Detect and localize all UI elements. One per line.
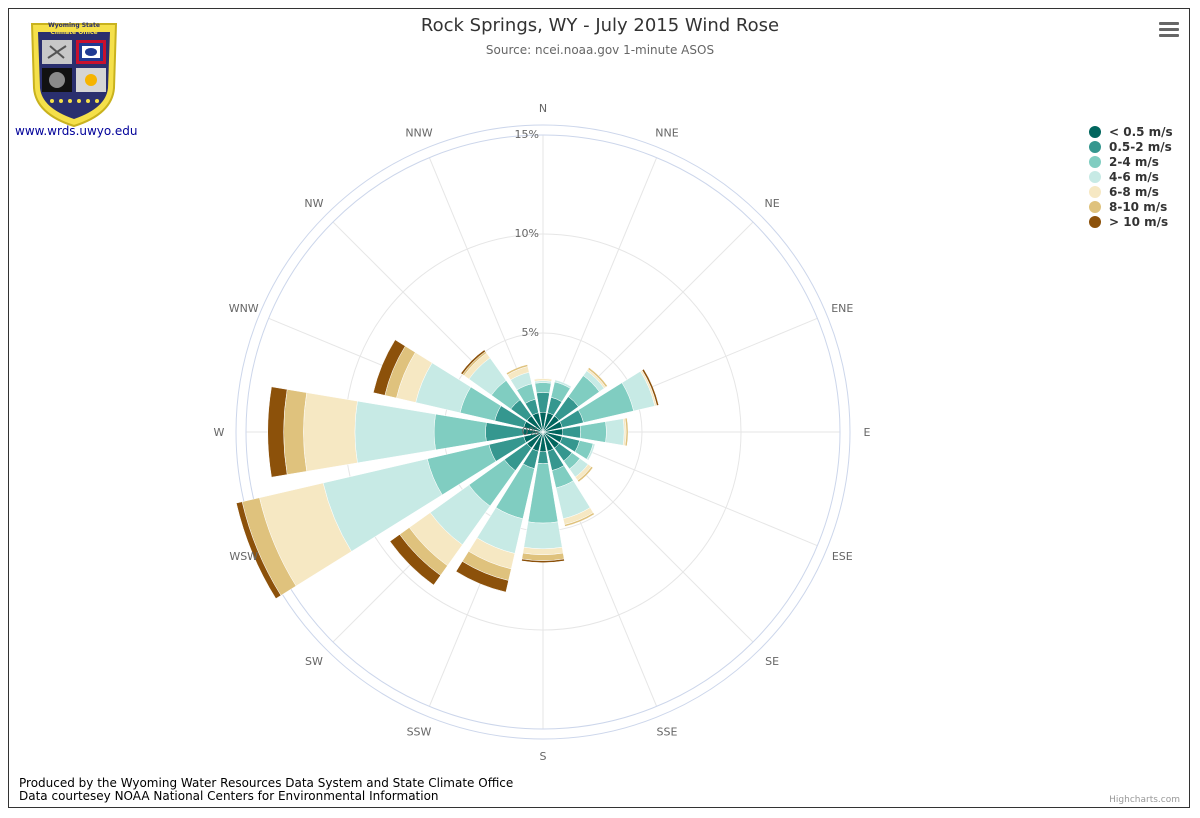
direction-label: N (539, 102, 547, 115)
bar-w-series-6[interactable] (267, 386, 288, 478)
legend-swatch (1089, 200, 1101, 213)
bar-e-series-5[interactable] (624, 417, 629, 447)
bar-s-series-6[interactable] (521, 558, 565, 563)
bar-nnw-series-5[interactable] (505, 364, 529, 376)
legend-item[interactable]: 4-6 m/s (1089, 169, 1173, 184)
direction-label: ENE (831, 302, 853, 315)
radial-tick-label: 10% (515, 227, 539, 240)
legend-item[interactable]: 6-8 m/s (1089, 184, 1173, 199)
bar-n-series-1[interactable] (536, 392, 550, 413)
legend-swatch (1089, 155, 1101, 168)
legend-label: 6-8 m/s (1109, 184, 1159, 199)
footer-line-2: Data courtesey NOAA National Centers for… (19, 789, 439, 803)
radial-tick-label: 15% (515, 128, 539, 141)
legend-label: 2-4 m/s (1109, 154, 1159, 169)
legend-item[interactable]: 0.5-2 m/s (1089, 139, 1173, 154)
legend-item[interactable]: > 10 m/s (1089, 214, 1173, 229)
direction-label: SSE (657, 725, 678, 738)
bar-ene-series-6[interactable] (641, 368, 660, 406)
direction-label: SSW (407, 725, 432, 738)
logo-line1: Wyoming State (48, 22, 100, 29)
bar-ne-series-5[interactable] (587, 367, 608, 388)
direction-label: W (214, 426, 225, 439)
chart-subtitle: Source: ncei.noaa.gov 1-minute ASOS (485, 43, 715, 57)
axis-labels: N NNE NE ENE E ESE SE SSE S SSW SW WSW W WNW NW NNW 0% 5%… (214, 102, 871, 763)
direction-label: E (864, 426, 871, 439)
direction-label: SE (765, 655, 779, 668)
logo-line2: Climate Office (50, 29, 97, 36)
chart-title: Rock Springs, WY - July 2015 Wind Rose (420, 15, 780, 36)
bar-w-series-2[interactable] (433, 413, 487, 451)
direction-label: S (540, 750, 547, 763)
legend: < 0.5 m/s 0.5-2 m/s 2-4 m/s 4-6 m/s 6-8 m/s 8… (1089, 124, 1173, 229)
legend-swatch (1089, 215, 1101, 228)
bar-n-series-2[interactable] (534, 382, 552, 394)
legend-swatch (1089, 170, 1101, 183)
direction-label: ESE (832, 550, 853, 563)
series-bars (236, 339, 660, 599)
climate-office-logo: Wyoming State Climate Office (30, 22, 118, 128)
radial-tick-label: 0% (522, 425, 539, 438)
bar-nne-series-3[interactable] (554, 379, 572, 389)
legend-label: 4-6 m/s (1109, 169, 1159, 184)
hamburger-icon-bar (1159, 28, 1179, 31)
legend-label: 8-10 m/s (1109, 199, 1168, 214)
bar-sse-series-5[interactable] (564, 512, 595, 527)
footer-line-1: Produced by the Wyoming Water Resources … (19, 776, 514, 790)
footer: Produced by the Wyoming Water Resources … (19, 777, 513, 803)
direction-label: WSW (229, 550, 258, 563)
bar-wnw-series-6[interactable] (372, 339, 406, 396)
bar-w-series-5[interactable] (283, 389, 307, 475)
bar-s-series-1[interactable] (537, 451, 549, 464)
legend-swatch (1089, 185, 1101, 198)
radial-tick-label: 5% (522, 326, 539, 339)
hamburger-icon-bar (1159, 22, 1179, 25)
legend-item[interactable]: 8-10 m/s (1089, 199, 1173, 214)
bar-ese-series-3[interactable] (586, 443, 596, 461)
legend-swatch (1089, 140, 1101, 153)
direction-label: NE (765, 197, 780, 210)
bar-ssw-series-6[interactable] (455, 561, 509, 593)
outer-ring (245, 134, 841, 730)
chart-menu-button[interactable] (1159, 22, 1179, 38)
credits-link[interactable]: Highcharts.com (1109, 795, 1180, 805)
direction-label: NNE (655, 127, 678, 140)
legend-label: > 10 m/s (1109, 214, 1169, 229)
bar-s-series-3[interactable] (523, 521, 563, 550)
direction-label: SW (305, 655, 323, 668)
bar-e-series-3[interactable] (605, 418, 625, 446)
bar-e-series-2[interactable] (579, 421, 607, 443)
bar-wsw-series-6[interactable] (236, 501, 282, 599)
bar-w-series-4[interactable] (303, 392, 358, 472)
bar-sw-series-6[interactable] (389, 534, 441, 586)
legend-label: < 0.5 m/s (1109, 124, 1173, 139)
legend-swatch (1089, 125, 1101, 138)
direction-label: WNW (229, 302, 259, 315)
direction-label: NNW (405, 127, 432, 140)
hamburger-icon-bar (1159, 34, 1179, 37)
legend-item[interactable]: 2-4 m/s (1089, 154, 1173, 169)
bar-w-series-3[interactable] (354, 400, 436, 464)
site-link[interactable]: www.wrds.uwyo.edu (15, 124, 138, 138)
bar-se-series-5[interactable] (577, 466, 594, 483)
bar-nw-series-6[interactable] (460, 349, 486, 375)
direction-label: NW (304, 197, 323, 210)
bar-e-series-1[interactable] (562, 425, 581, 439)
legend-item[interactable]: < 0.5 m/s (1089, 124, 1173, 139)
outer-ring-edge (235, 124, 851, 740)
bar-n-series-4[interactable] (533, 378, 553, 382)
legend-label: 0.5-2 m/s (1109, 139, 1172, 154)
